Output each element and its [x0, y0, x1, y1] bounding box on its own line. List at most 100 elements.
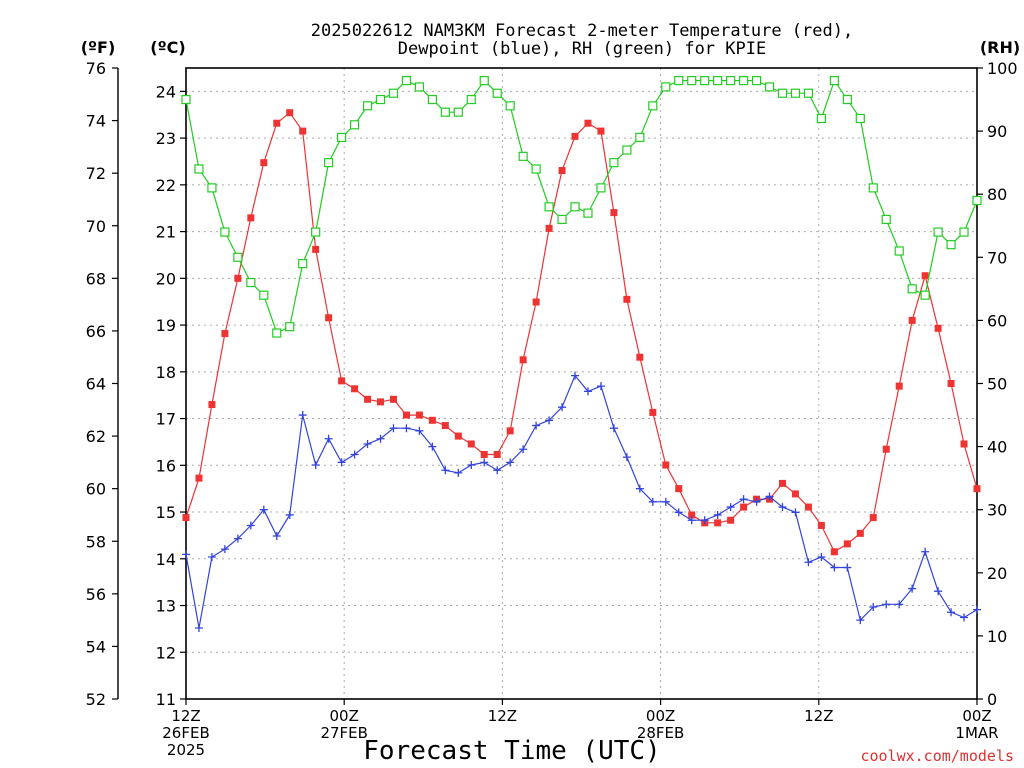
- temperature-point: [208, 401, 216, 409]
- dewpoint-point: [869, 602, 878, 611]
- watermark: coolwx.com/models: [860, 747, 1014, 765]
- temperature-point: [597, 127, 605, 135]
- temperature-point: [338, 377, 346, 385]
- temperature-point: [843, 540, 851, 548]
- dewpoint-point: [713, 510, 722, 519]
- temperature-point: [532, 298, 540, 306]
- temperature-point: [299, 127, 307, 135]
- temperature-point: [921, 272, 929, 280]
- dewpoint-point: [609, 424, 618, 433]
- rh-point: [194, 164, 204, 174]
- dewpoint-point: [895, 600, 904, 609]
- dewpoint-point: [532, 421, 541, 430]
- rh-tick-label: 20: [987, 564, 1007, 583]
- c-tick-label: 13: [156, 597, 176, 616]
- dewpoint-point: [596, 382, 605, 391]
- rh-point: [700, 76, 710, 86]
- dewpoint-point: [571, 371, 580, 380]
- temperature-point: [221, 330, 229, 338]
- temperature-point: [286, 109, 294, 117]
- temperature-point: [506, 427, 514, 435]
- f-tick-label: 76: [86, 59, 106, 78]
- rh-point: [726, 76, 736, 86]
- rh-point: [246, 277, 256, 288]
- rh-tick-label: 40: [987, 438, 1007, 457]
- rh-point: [531, 164, 541, 174]
- f-tick-label: 74: [86, 112, 106, 131]
- dewpoint-point: [752, 497, 761, 506]
- rh-point: [207, 183, 217, 193]
- temperature-point: [610, 209, 618, 217]
- dewpoint-point: [843, 563, 852, 572]
- dewpoint-point: [376, 434, 385, 443]
- temperature-point: [895, 382, 903, 390]
- f-tick-label: 62: [86, 427, 106, 446]
- f-tick-label: 68: [86, 269, 106, 288]
- dewpoint-point: [661, 497, 670, 506]
- f-tick-label: 64: [86, 375, 106, 394]
- rh-point: [544, 202, 554, 212]
- temperature-point: [364, 395, 372, 403]
- axis-title-celsius: (ºC): [150, 38, 185, 57]
- c-tick-label: 12: [156, 643, 176, 662]
- dewpoint-point: [519, 445, 528, 454]
- rh-point: [311, 227, 321, 237]
- x-tick-label: 26FEB: [162, 724, 209, 742]
- temperature-point: [934, 324, 942, 332]
- temperature-point: [882, 445, 890, 453]
- x-tick-label: 00Z: [330, 707, 359, 725]
- rh-point: [272, 328, 282, 338]
- x-tick-label: 00Z: [646, 707, 675, 725]
- dewpoint-point: [428, 442, 437, 451]
- x-tick-label: 27FEB: [320, 724, 367, 742]
- rh-point: [505, 101, 515, 111]
- dewpoint-point: [246, 521, 255, 530]
- dewpoint-point: [363, 439, 372, 448]
- c-tick-label: 16: [156, 456, 176, 475]
- temperature-point: [545, 224, 553, 232]
- rh-point: [285, 322, 295, 332]
- temperature-point: [377, 398, 385, 406]
- rh-point: [220, 227, 230, 237]
- f-tick-label: 52: [86, 690, 106, 709]
- f-tick-label: 54: [86, 637, 106, 656]
- rh-point: [570, 202, 580, 212]
- dewpoint-point: [804, 558, 813, 567]
- rh-point: [661, 82, 671, 92]
- dewpoint-point: [454, 468, 463, 477]
- rh-point: [868, 183, 878, 193]
- rh-point: [440, 107, 450, 117]
- temperature-point: [454, 432, 462, 440]
- rh-point: [894, 246, 904, 256]
- dewpoint-point: [687, 516, 696, 525]
- c-tick-label: 18: [156, 363, 176, 382]
- rh-point: [842, 94, 852, 105]
- temperature-point: [493, 450, 501, 458]
- f-tick-label: 70: [86, 217, 106, 236]
- rh-tick-label: 10: [987, 627, 1007, 646]
- rh-point: [738, 76, 749, 86]
- dewpoint-point: [739, 495, 748, 504]
- temperature-point: [234, 274, 242, 282]
- rh-point: [349, 120, 360, 130]
- rh-tick-label: 60: [987, 311, 1007, 330]
- temperature-point: [791, 490, 799, 498]
- temperature-point: [688, 511, 696, 519]
- temperature-point: [947, 380, 955, 387]
- rh-tick-label: 100: [987, 59, 1018, 78]
- rh-point: [959, 227, 969, 237]
- temperature-point: [804, 503, 812, 511]
- rh-point: [492, 88, 502, 98]
- dewpoint-point: [506, 458, 515, 467]
- rh-point: [920, 290, 930, 300]
- dewpoint-point: [298, 411, 307, 420]
- rh-point: [596, 183, 606, 193]
- rh-point: [635, 132, 645, 143]
- dewpoint-point: [908, 584, 917, 593]
- dewpoint-point: [700, 516, 709, 525]
- temperature-point: [195, 474, 203, 482]
- chart-title-line2: Dewpoint (blue), RH (green) for KPIE: [398, 39, 766, 59]
- dewpoint-point: [415, 426, 424, 435]
